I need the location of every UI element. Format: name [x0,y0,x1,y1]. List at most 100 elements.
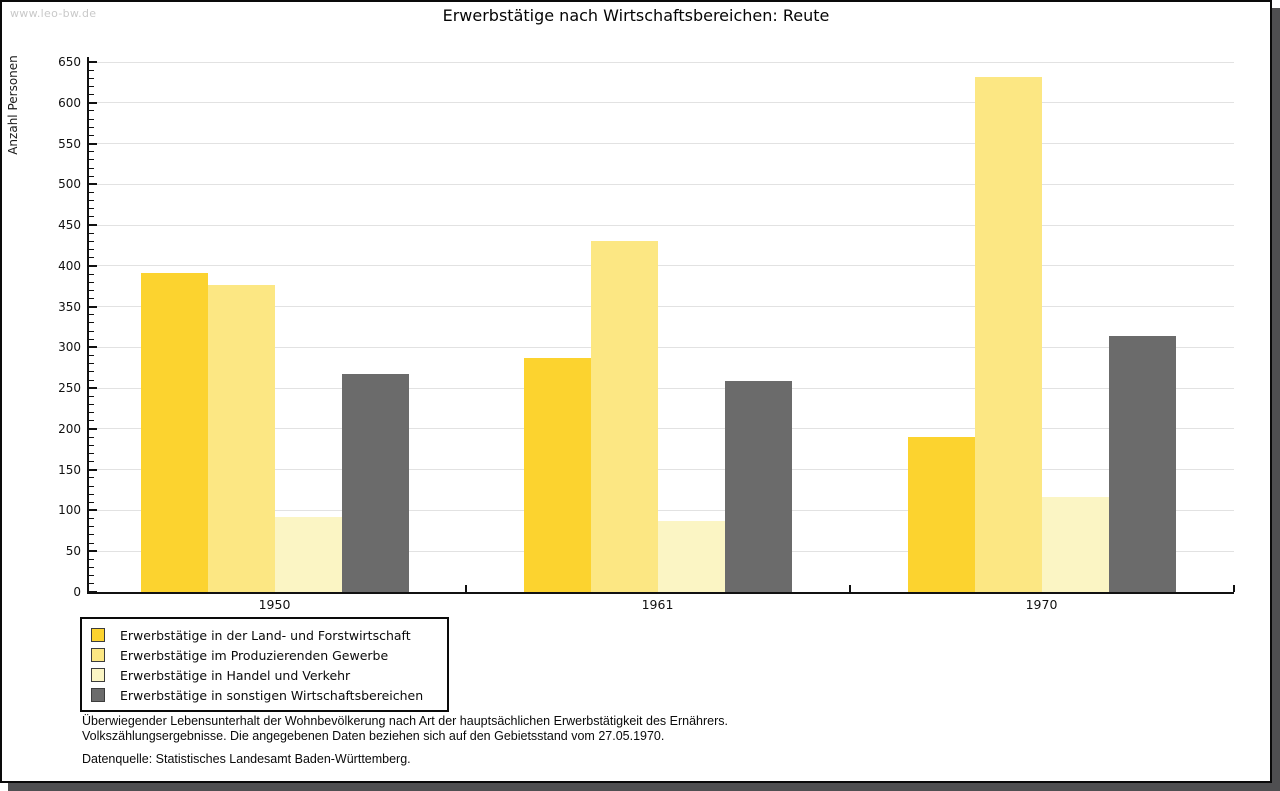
y-minor-tick [89,437,94,438]
y-minor-tick [89,274,94,275]
y-major-tick [89,550,97,552]
y-minor-tick [89,380,94,381]
y-minor-tick [89,502,94,503]
data-source-text: Datenquelle: Statistisches Landesamt Bad… [82,752,411,766]
y-minor-tick [89,420,94,421]
legend-box: Erwerbstätige in der Land- und Forstwirt… [80,617,449,712]
y-minor-tick [89,453,94,454]
chart-page: www.leo-bw.de Erwerbstätige nach Wirtsch… [0,0,1272,783]
y-minor-tick [89,534,94,535]
y-minor-tick [89,110,94,111]
y-major-tick [89,509,97,511]
legend-swatch-icon [91,688,105,702]
legend-label: Erwerbstätige im Produzierenden Gewerbe [120,648,388,663]
bar-1950-series-2 [275,517,342,592]
gridline [89,102,1234,103]
y-major-tick [89,102,97,104]
y-minor-tick [89,86,94,87]
y-minor-tick [89,282,94,283]
bar-1970-series-3 [1109,336,1176,592]
footnote-line-2: Volkszählungsergebnisse. Die angegebenen… [82,729,728,744]
legend-item: Erwerbstätige in sonstigen Wirtschaftsbe… [82,685,447,705]
legend-label: Erwerbstätige in sonstigen Wirtschaftsbe… [120,688,423,703]
y-tick-label: 450 [33,218,81,232]
bar-1961-series-2 [658,521,725,592]
y-minor-tick [89,543,94,544]
y-minor-tick [89,396,94,397]
legend-item: Erwerbstätige in der Land- und Forstwirt… [82,625,447,645]
y-minor-tick [89,477,94,478]
y-minor-tick [89,119,94,120]
x-axis-line [87,592,1234,594]
y-tick-label: 200 [33,422,81,436]
x-category-label: 1970 [1002,597,1082,612]
y-tick-label: 150 [33,463,81,477]
y-minor-tick [89,151,94,152]
bar-1970-series-1 [975,77,1042,592]
x-category-label: 1961 [618,597,698,612]
y-minor-tick [89,339,94,340]
gridline [89,62,1234,63]
legend-label: Erwerbstätige in der Land- und Forstwirt… [120,628,411,643]
y-minor-tick [89,159,94,160]
y-major-tick [89,346,97,348]
y-minor-tick [89,486,94,487]
x-tick [465,585,467,592]
legend-swatch-icon [91,648,105,662]
x-category-label: 1950 [235,597,315,612]
y-minor-tick [89,241,94,242]
y-major-tick [89,469,97,471]
y-tick-label: 50 [33,544,81,558]
x-tick [1233,585,1235,592]
y-tick-label: 400 [33,259,81,273]
y-tick-label: 100 [33,503,81,517]
y-tick-label: 600 [33,96,81,110]
y-major-tick [89,224,97,226]
y-minor-tick [89,127,94,128]
y-minor-tick [89,371,94,372]
bar-1961-series-1 [591,241,658,592]
y-major-tick [89,61,97,63]
y-minor-tick [89,314,94,315]
gridline [89,184,1234,185]
y-minor-tick [89,575,94,576]
y-minor-tick [89,208,94,209]
y-minor-tick [89,192,94,193]
bar-1950-series-3 [342,374,409,592]
y-minor-tick [89,331,94,332]
y-minor-tick [89,322,94,323]
y-minor-tick [89,176,94,177]
y-tick-label: 0 [33,585,81,599]
y-minor-tick [89,135,94,136]
y-major-tick [89,387,97,389]
y-minor-tick [89,412,94,413]
y-tick-label: 350 [33,300,81,314]
y-tick-label: 650 [33,55,81,69]
legend-swatch-icon [91,668,105,682]
bar-1950-series-0 [141,273,208,592]
y-major-tick [89,183,97,185]
y-minor-tick [89,298,94,299]
y-minor-tick [89,78,94,79]
y-minor-tick [89,70,94,71]
y-minor-tick [89,355,94,356]
y-major-tick [89,143,97,145]
bar-1961-series-0 [524,358,591,592]
y-minor-tick [89,583,94,584]
y-tick-label: 250 [33,381,81,395]
bar-1950-series-1 [208,285,275,592]
bar-1970-series-2 [1042,497,1109,592]
y-minor-tick [89,168,94,169]
footnote-line-1: Überwiegender Lebensunterhalt der Wohnbe… [82,714,728,729]
y-minor-tick [89,404,94,405]
y-minor-tick [89,216,94,217]
y-minor-tick [89,461,94,462]
y-tick-label: 550 [33,137,81,151]
y-minor-tick [89,94,94,95]
bar-1970-series-0 [908,437,975,592]
y-tick-label: 300 [33,340,81,354]
gridline [89,143,1234,144]
y-major-tick [89,428,97,430]
y-minor-tick [89,363,94,364]
y-minor-tick [89,494,94,495]
